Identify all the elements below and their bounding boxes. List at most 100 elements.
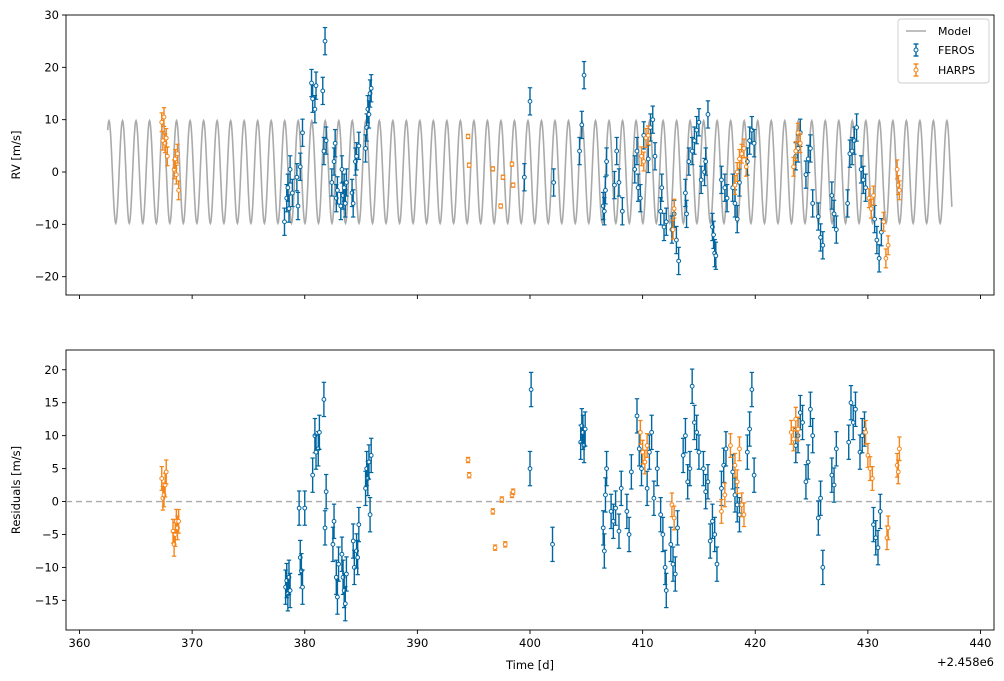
data-point bbox=[683, 178, 688, 208]
data-point bbox=[652, 142, 658, 171]
data-point bbox=[696, 434, 702, 470]
data-point bbox=[829, 457, 835, 493]
data-point bbox=[829, 181, 835, 210]
data-point bbox=[286, 194, 292, 223]
data-point bbox=[714, 546, 720, 582]
data-point bbox=[604, 450, 609, 487]
data-point bbox=[674, 225, 679, 255]
y-tick-label: −10 bbox=[35, 560, 59, 574]
data-point bbox=[858, 155, 864, 184]
legend-model-label: Model bbox=[938, 25, 971, 38]
data-point bbox=[650, 105, 656, 134]
residuals-y-axis-label: Residuals [m/s] bbox=[9, 446, 23, 534]
data-point bbox=[300, 118, 305, 147]
x-tick-label: 440 bbox=[970, 636, 992, 650]
data-point bbox=[659, 173, 665, 202]
data-point bbox=[296, 490, 302, 526]
x-tick-label: 360 bbox=[69, 636, 91, 650]
data-point bbox=[329, 168, 335, 197]
y-tick-label: −15 bbox=[35, 593, 59, 607]
data-point bbox=[297, 152, 303, 181]
data-point bbox=[648, 113, 653, 142]
rv-y-axis-label: RV [m/s] bbox=[9, 131, 23, 180]
data-point bbox=[323, 126, 329, 155]
data-point bbox=[315, 431, 321, 467]
data-point bbox=[619, 197, 625, 226]
x-tick-label: 380 bbox=[294, 636, 316, 650]
data-point bbox=[612, 170, 617, 200]
data-point bbox=[881, 211, 887, 232]
data-point bbox=[737, 436, 742, 462]
y-tick-label: 5 bbox=[52, 462, 59, 476]
data-point bbox=[466, 471, 472, 479]
data-point bbox=[654, 450, 660, 487]
residuals-panel: −15 −10 −5 0 5 10 15 20 360 370 380 390 400 410 420 43… bbox=[9, 349, 995, 672]
data-point bbox=[323, 473, 329, 510]
data-point bbox=[701, 450, 706, 487]
residuals-series-feros bbox=[283, 368, 883, 622]
data-point bbox=[490, 166, 496, 172]
data-point bbox=[302, 490, 308, 526]
data-point bbox=[876, 244, 882, 273]
data-point bbox=[550, 526, 555, 563]
x-tick-label: 420 bbox=[744, 636, 766, 650]
data-point bbox=[300, 569, 305, 605]
legend-feros-label: FEROS bbox=[938, 44, 975, 57]
data-point bbox=[313, 434, 319, 470]
legend-harps-label: HARPS bbox=[938, 64, 975, 77]
x-tick-label: 430 bbox=[857, 636, 879, 650]
y-tick-label: 0 bbox=[52, 495, 59, 509]
data-point bbox=[310, 457, 316, 493]
data-point bbox=[658, 496, 664, 533]
data-point bbox=[637, 183, 643, 213]
y-tick-label: 15 bbox=[44, 396, 59, 410]
data-point bbox=[624, 493, 630, 530]
data-point bbox=[671, 505, 677, 531]
data-point bbox=[791, 156, 796, 177]
data-point bbox=[336, 546, 341, 582]
data-point bbox=[872, 204, 878, 234]
data-point bbox=[521, 163, 527, 192]
data-point bbox=[751, 457, 757, 493]
data-point bbox=[694, 414, 700, 451]
data-point bbox=[332, 129, 338, 158]
data-point bbox=[885, 235, 891, 256]
data-point bbox=[499, 496, 505, 503]
y-tick-label: −5 bbox=[42, 527, 59, 541]
data-point bbox=[689, 136, 695, 166]
data-point bbox=[853, 391, 858, 428]
data-point bbox=[722, 482, 728, 508]
data-point bbox=[805, 144, 811, 174]
data-point bbox=[649, 414, 655, 451]
data-point bbox=[356, 131, 362, 161]
data-point bbox=[668, 526, 674, 563]
data-point bbox=[579, 110, 585, 140]
data-point bbox=[582, 411, 588, 447]
data-point bbox=[705, 464, 711, 500]
y-tick-label: 0 bbox=[52, 165, 59, 179]
data-point bbox=[734, 469, 740, 495]
data-point bbox=[500, 174, 506, 180]
data-point bbox=[644, 470, 650, 507]
legend-box bbox=[897, 18, 990, 84]
data-point bbox=[883, 248, 889, 269]
data-point bbox=[739, 143, 745, 164]
data-point bbox=[732, 175, 738, 196]
y-tick-label: 30 bbox=[44, 8, 59, 22]
data-point bbox=[878, 217, 884, 247]
data-point bbox=[173, 164, 179, 185]
residuals-series-harps bbox=[159, 406, 902, 557]
data-point bbox=[465, 456, 471, 464]
data-point bbox=[635, 173, 641, 202]
y-tick-label: 20 bbox=[44, 363, 59, 377]
data-point bbox=[610, 503, 616, 540]
data-point bbox=[743, 156, 749, 177]
data-point bbox=[354, 533, 359, 569]
data-point bbox=[859, 417, 865, 454]
data-point bbox=[175, 143, 180, 164]
data-point bbox=[618, 470, 624, 507]
data-point bbox=[710, 503, 715, 540]
data-point bbox=[330, 526, 336, 563]
data-point bbox=[492, 544, 498, 551]
data-point bbox=[732, 452, 738, 478]
